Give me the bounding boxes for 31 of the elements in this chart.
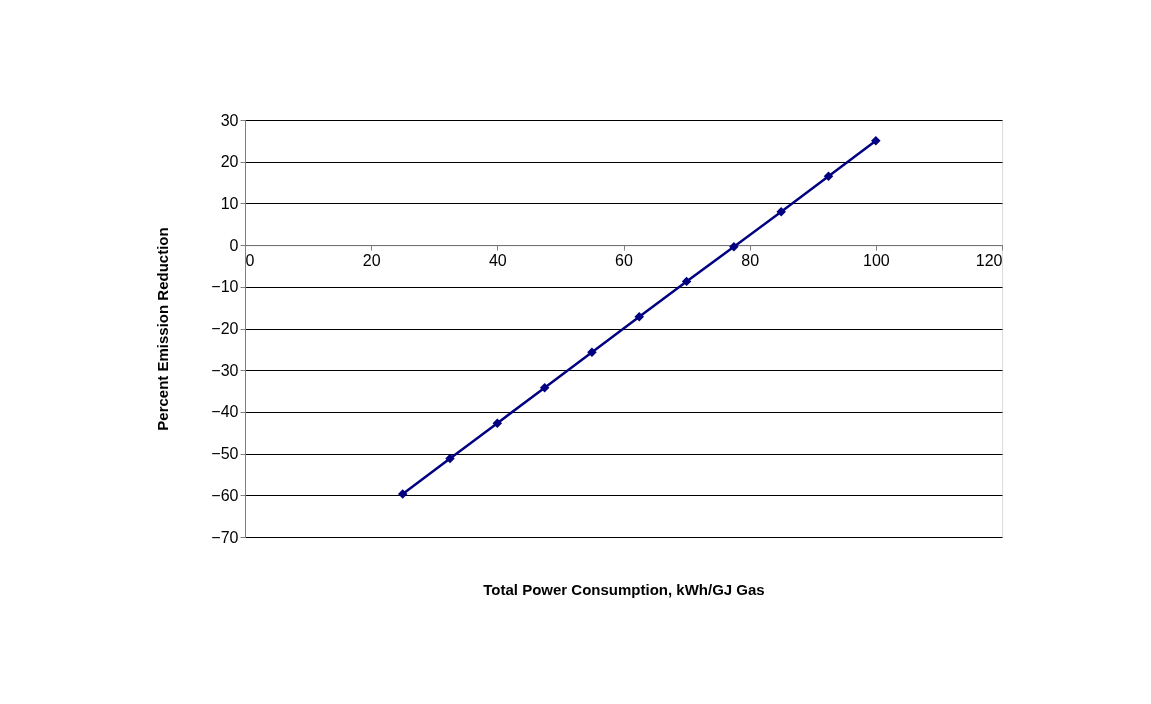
y-tick-label: −10 xyxy=(211,278,239,296)
point xyxy=(823,171,834,182)
y-tick-label: −70 xyxy=(211,528,239,546)
y-tick-label: 0 xyxy=(229,236,239,254)
y-tick-label: −20 xyxy=(211,320,239,337)
x-tick-label: 120 xyxy=(975,251,1003,269)
point xyxy=(539,382,550,393)
x-tick-label: 40 xyxy=(488,251,507,269)
y-tick-label: 20 xyxy=(220,153,239,171)
point xyxy=(871,136,881,146)
y-tick-label: 10 xyxy=(220,194,239,212)
y-tick-label: −50 xyxy=(211,445,239,463)
point xyxy=(587,347,597,358)
point xyxy=(729,242,739,252)
x-tick-label: 80 xyxy=(741,251,760,269)
point xyxy=(445,453,455,464)
point xyxy=(492,418,503,428)
point xyxy=(397,489,408,499)
x-tick-label: 0 xyxy=(245,251,255,269)
x-tick-label: 20 xyxy=(362,251,381,269)
x-tick-label: 60 xyxy=(615,251,633,269)
point xyxy=(776,207,786,217)
y-tick-label: −60 xyxy=(211,486,239,504)
point xyxy=(634,312,645,322)
point xyxy=(681,276,692,287)
y-tick-label: −40 xyxy=(211,403,239,421)
x-tick-label: 100 xyxy=(862,251,890,269)
x-axis-title: Total Power Consumption, kWh/GJ Gas xyxy=(483,580,765,598)
y-tick-label: 30 xyxy=(220,111,239,129)
y-tick-label: −30 xyxy=(211,361,239,379)
y-axis-title: Percent Emission Reduction xyxy=(154,227,172,431)
